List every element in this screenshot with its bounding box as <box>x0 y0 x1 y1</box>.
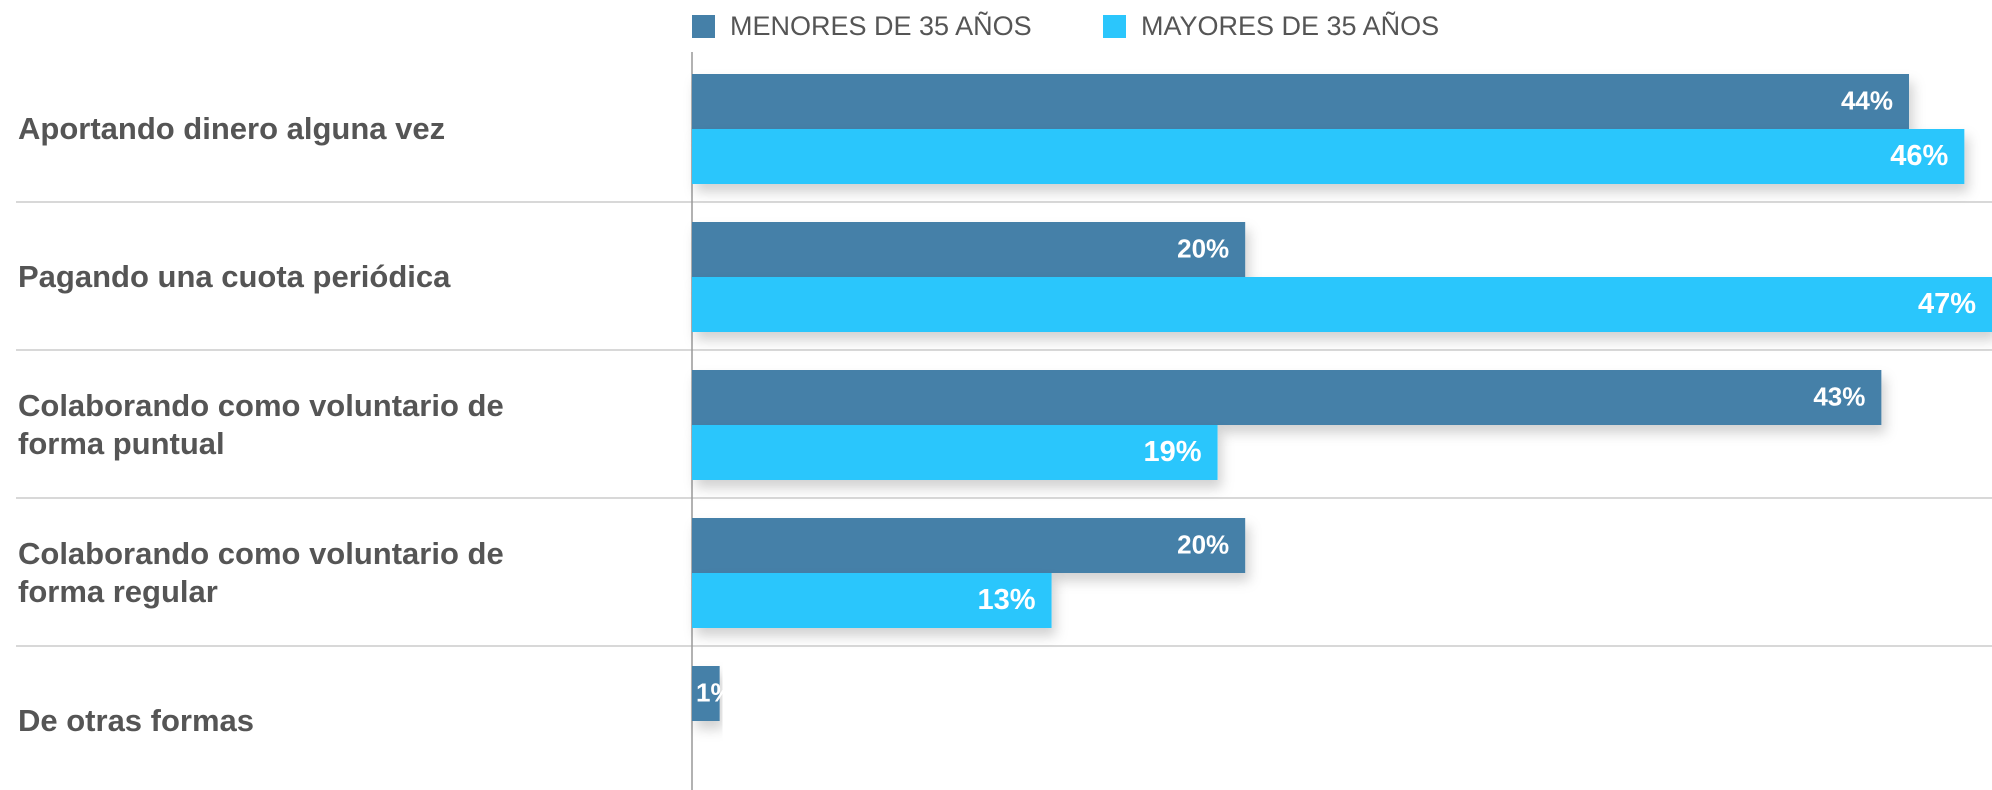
category-label: Colaborando como voluntario de forma pun… <box>18 388 504 461</box>
value-label: 44% <box>1841 85 1893 115</box>
bar <box>692 573 1052 628</box>
value-label: 20% <box>1177 233 1229 263</box>
bar <box>692 518 1246 573</box>
legend-swatch <box>692 15 715 38</box>
category-label: Pagando una cuota periódica <box>18 259 451 294</box>
bar <box>692 425 1218 480</box>
value-label: 1% <box>696 677 734 707</box>
bar <box>692 74 1910 129</box>
bar <box>692 666 720 721</box>
category-label: De otras formas <box>18 703 255 738</box>
value-label: 46% <box>1890 140 1948 172</box>
value-label: 43% <box>1813 381 1865 411</box>
value-label: 19% <box>1143 436 1201 468</box>
bar <box>692 277 1992 332</box>
legend-swatch <box>1103 15 1126 38</box>
legend-label: MAYORES DE 35 AÑOS <box>1141 10 1439 41</box>
bar <box>692 222 1246 277</box>
legend-label: MENORES DE 35 AÑOS <box>730 10 1032 41</box>
bar <box>692 370 1882 425</box>
value-label: 20% <box>1177 529 1229 559</box>
value-label: 13% <box>978 584 1036 616</box>
category-label: Colaborando como voluntario de forma reg… <box>18 536 504 609</box>
value-label: 47% <box>1918 288 1976 320</box>
category-label: Aportando dinero alguna vez <box>18 111 446 146</box>
bar <box>692 129 1965 184</box>
